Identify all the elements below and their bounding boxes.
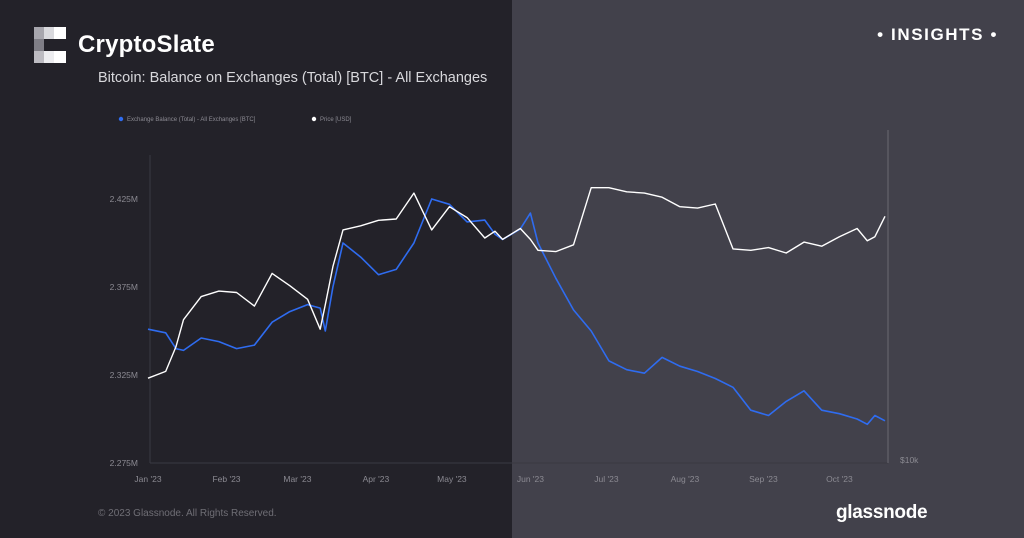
bullet-icon: •	[877, 25, 885, 44]
legend-marker-price	[311, 116, 317, 122]
x-tick-label: May '23	[437, 474, 467, 484]
legend: Exchange Balance (Total) - All Exchanges…	[118, 116, 352, 123]
insights-badge: • INSIGHTS •	[877, 25, 998, 45]
x-tick-label: Feb '23	[212, 474, 240, 484]
legend-label-price: Price [USD]	[320, 117, 352, 123]
insights-label: INSIGHTS	[891, 25, 985, 44]
series-line-price	[147, 187, 886, 379]
y-tick-label: 2.275M	[110, 458, 138, 468]
x-tick-label: Sep '23	[749, 474, 778, 484]
glassnode-logo: glassnode	[836, 502, 928, 523]
background-panel-right	[512, 0, 1024, 538]
x-tick-label: Aug '23	[671, 474, 700, 484]
copyright-notice: © 2023 Glassnode. All Rights Reserved.	[98, 508, 277, 519]
x-tick-label: Oct '23	[826, 474, 853, 484]
x-tick-label: Apr '23	[363, 474, 390, 484]
x-tick-label: Mar '23	[283, 474, 311, 484]
y-tick-label: 2.375M	[110, 282, 138, 292]
series-line-exchange-balance	[147, 198, 886, 426]
x-tick-label: Jul '23	[594, 474, 619, 484]
cryptoslate-logo	[34, 27, 66, 63]
bullet-icon: •	[990, 25, 998, 44]
y-axis-ticks: 2.425M 2.375M 2.325M 2.275M	[110, 194, 138, 468]
x-tick-label: Jan '23	[134, 474, 161, 484]
x-axis-ticks: Jan '23 Feb '23 Mar '23 Apr '23 May '23 Jun '…	[134, 474, 853, 484]
brand-name: CryptoSlate	[78, 31, 215, 58]
legend-marker-exchange-balance	[118, 116, 124, 122]
x-tick-label: Jun '23	[517, 474, 544, 484]
right-axis-label: $10k	[900, 455, 919, 465]
chart-title: Bitcoin: Balance on Exchanges (Total) [B…	[98, 70, 488, 86]
y-tick-label: 2.425M	[110, 194, 138, 204]
legend-label-exchange-balance: Exchange Balance (Total) - All Exchanges…	[127, 117, 256, 123]
y-tick-label: 2.325M	[110, 370, 138, 380]
